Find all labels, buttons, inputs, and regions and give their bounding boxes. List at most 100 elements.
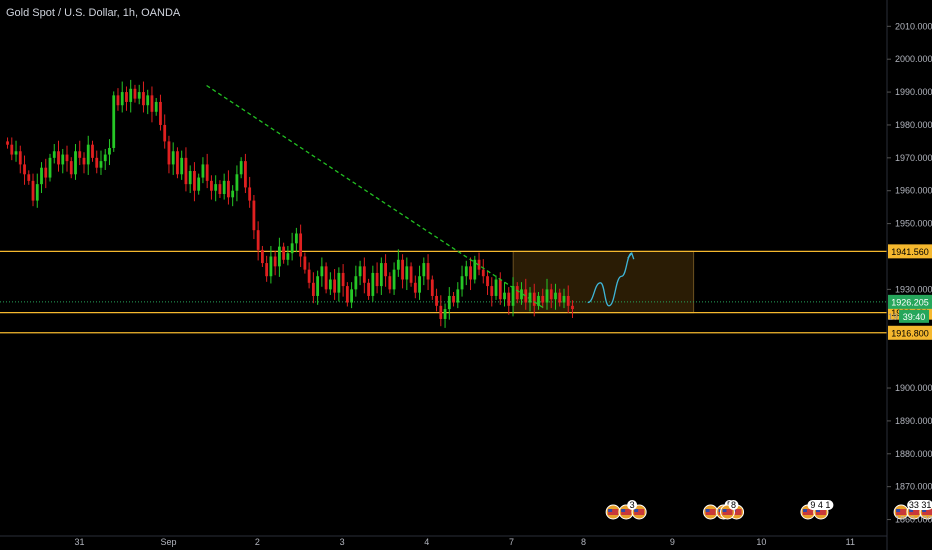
price-tick-label: 2000.000 xyxy=(895,54,932,64)
time-tick-label: 3 xyxy=(340,537,345,547)
flag-canton-icon xyxy=(922,509,927,512)
candle-body xyxy=(260,249,264,264)
candle-body xyxy=(171,151,175,165)
candle-body xyxy=(362,266,366,283)
price-tick-label: 1990.000 xyxy=(895,87,932,97)
candle-body xyxy=(384,263,387,277)
candle-body xyxy=(294,233,298,244)
candle-body xyxy=(244,161,247,188)
candle-body xyxy=(541,295,545,303)
projection-zone xyxy=(512,250,695,314)
candle-body xyxy=(299,233,303,257)
projection-arrowhead xyxy=(627,251,635,260)
candle-body xyxy=(269,256,273,277)
candle-body xyxy=(358,266,362,277)
candles xyxy=(6,79,574,328)
candle-body xyxy=(188,170,192,185)
candle-body xyxy=(477,259,481,270)
trendline-dashed xyxy=(206,84,546,310)
candle-body xyxy=(396,259,400,270)
price-tick-label: 1870.000 xyxy=(895,482,932,492)
flag-stripe-icon xyxy=(722,509,733,515)
candle-body xyxy=(78,151,82,158)
candle-body xyxy=(184,157,188,185)
candle-body xyxy=(116,95,120,106)
candle-body xyxy=(142,92,145,106)
candle-body xyxy=(193,170,196,191)
price-tick-label: 1950.000 xyxy=(895,219,932,229)
current-price-label: 1926.205 xyxy=(891,297,929,307)
price-tick-label: 1890.000 xyxy=(895,416,932,426)
candle-body xyxy=(176,151,179,175)
projection-curve xyxy=(587,252,633,307)
event-count-label: 8 xyxy=(731,500,736,510)
candle-body xyxy=(23,164,26,175)
candle-body xyxy=(248,187,252,201)
candle-body xyxy=(256,230,260,250)
price-tick-label: 1900.000 xyxy=(895,383,932,393)
candle-body xyxy=(286,253,290,260)
candle-body xyxy=(277,246,281,267)
candle-body xyxy=(328,279,332,290)
candle-body xyxy=(430,279,434,296)
candle-body xyxy=(469,266,472,280)
flag-stripe-icon xyxy=(731,509,742,515)
candle-body xyxy=(494,279,498,296)
time-axis[interactable]: 31Sep234789101114 xyxy=(0,535,932,547)
candle-body xyxy=(554,292,557,300)
candle-body xyxy=(367,282,370,296)
candle-body xyxy=(35,184,39,201)
flag-stripe-icon xyxy=(634,509,645,515)
candle-body xyxy=(214,184,218,191)
candle-body xyxy=(409,266,413,283)
time-tick-label: 8 xyxy=(581,537,586,547)
candle-body xyxy=(103,154,107,162)
candle-body xyxy=(379,263,383,287)
candle-body xyxy=(320,266,324,277)
candle-body xyxy=(133,88,137,99)
time-tick-label: 11 xyxy=(846,537,855,547)
candle-body xyxy=(303,256,307,270)
price-tick-label: 1930.000 xyxy=(895,284,932,294)
candle-body xyxy=(180,157,184,175)
candle-body xyxy=(443,309,447,319)
candle-body xyxy=(239,161,243,175)
candle-body xyxy=(163,124,167,142)
candle-body xyxy=(549,289,553,300)
flag-canton-icon xyxy=(802,509,807,512)
candle-body xyxy=(197,177,201,191)
candle-body xyxy=(14,151,18,155)
price-tick-label: 1970.000 xyxy=(895,153,932,163)
flag-stripe-icon xyxy=(705,509,716,515)
event-markers: 3589 4 133 31 xyxy=(605,500,932,520)
candle-body xyxy=(31,180,35,201)
time-tick-label: Sep xyxy=(160,537,176,547)
flag-stripe-icon xyxy=(896,509,907,515)
candle-body xyxy=(61,154,65,165)
flag-stripe-icon xyxy=(909,509,920,515)
countdown-label: 39:40 xyxy=(903,312,926,322)
candle-body xyxy=(345,286,349,303)
candle-body xyxy=(146,95,150,106)
flag-stripe-icon xyxy=(922,509,932,515)
candle-body xyxy=(120,92,124,106)
candle-body xyxy=(447,295,451,310)
candle-body xyxy=(307,269,311,283)
price-axis[interactable]: 2010.000 2000.000 1990.000 1980.000 1970.000… xyxy=(886,0,932,550)
horizontal-levels xyxy=(0,250,887,334)
event-count-label: 9 4 1 xyxy=(810,500,830,510)
candle-body xyxy=(273,256,277,267)
candle-body xyxy=(481,269,485,277)
candle-body xyxy=(57,151,60,165)
candle-body xyxy=(112,95,116,148)
event-count-badge xyxy=(907,500,932,510)
time-tick-label: 7 xyxy=(509,537,514,547)
candle-body xyxy=(566,295,570,306)
flag-canton-icon xyxy=(815,509,820,512)
candle-body xyxy=(405,266,409,280)
level-price-label: 1941.560 xyxy=(891,247,929,257)
flag-stripe-icon xyxy=(802,509,813,515)
candle-body xyxy=(137,92,141,99)
